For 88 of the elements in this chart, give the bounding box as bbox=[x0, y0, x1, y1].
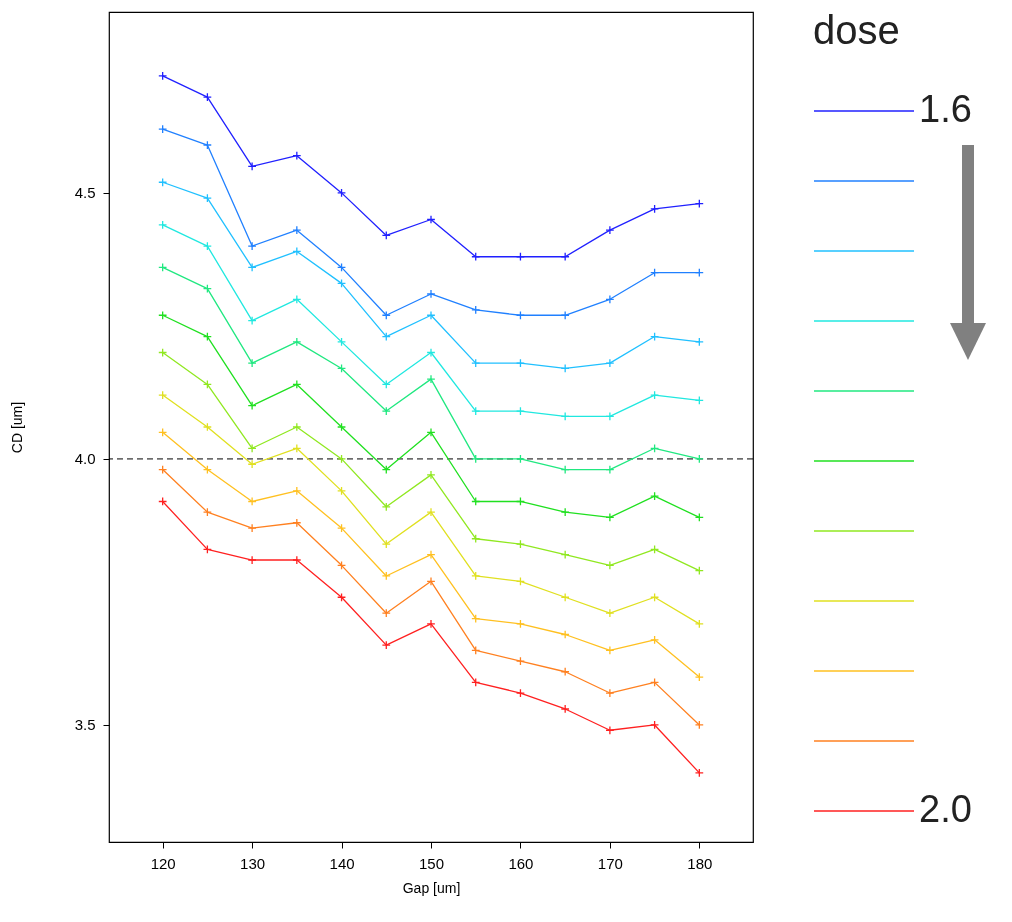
point bbox=[426, 214, 436, 225]
point bbox=[694, 720, 704, 730]
x-tick-label: 180 bbox=[687, 854, 713, 872]
point bbox=[605, 560, 615, 570]
point bbox=[426, 427, 436, 437]
y-axis-title: CD [um] bbox=[8, 401, 25, 454]
point bbox=[247, 459, 257, 469]
point bbox=[650, 204, 660, 214]
x-tick-label: 150 bbox=[418, 854, 445, 872]
point bbox=[381, 571, 391, 581]
point bbox=[292, 422, 302, 432]
point bbox=[515, 688, 525, 698]
point bbox=[202, 507, 212, 517]
point bbox=[426, 289, 436, 299]
point bbox=[694, 454, 704, 464]
point bbox=[605, 512, 615, 522]
x-axis-title: Gap [um] bbox=[402, 879, 461, 896]
point bbox=[515, 454, 525, 464]
point bbox=[426, 470, 436, 480]
point bbox=[337, 523, 347, 533]
point bbox=[158, 390, 168, 400]
point bbox=[426, 374, 436, 384]
point bbox=[381, 640, 391, 650]
legend-label: 1.6 bbox=[919, 88, 972, 130]
point bbox=[292, 225, 302, 235]
point bbox=[247, 555, 257, 565]
point bbox=[247, 316, 257, 326]
y-tick-label: 4.0 bbox=[74, 450, 96, 468]
point bbox=[515, 539, 525, 549]
point bbox=[247, 161, 257, 171]
point bbox=[605, 358, 615, 368]
x-tick-label: 120 bbox=[150, 854, 176, 872]
point bbox=[515, 619, 525, 629]
point bbox=[337, 422, 347, 432]
point bbox=[292, 555, 302, 565]
point bbox=[247, 401, 257, 411]
y-tick-label: 3.5 bbox=[74, 716, 96, 734]
point bbox=[471, 305, 481, 315]
legend-title: dose bbox=[813, 8, 900, 52]
x-tick-label: 170 bbox=[597, 854, 623, 872]
point bbox=[426, 576, 436, 586]
point bbox=[471, 406, 481, 416]
point bbox=[605, 225, 615, 235]
y-tick-label: 4.5 bbox=[74, 184, 96, 202]
point bbox=[292, 337, 302, 347]
point bbox=[605, 725, 615, 735]
point bbox=[202, 140, 212, 150]
point bbox=[471, 454, 481, 464]
point bbox=[337, 188, 347, 198]
point bbox=[158, 124, 168, 134]
point bbox=[426, 310, 436, 320]
point bbox=[247, 262, 257, 272]
point bbox=[605, 465, 615, 475]
point bbox=[247, 496, 257, 507]
point bbox=[605, 294, 615, 304]
x-tick-label: 130 bbox=[240, 854, 266, 872]
point bbox=[605, 688, 615, 698]
point bbox=[337, 454, 347, 464]
x-tick-label: 160 bbox=[508, 854, 534, 872]
point bbox=[560, 507, 570, 517]
point bbox=[650, 390, 660, 400]
point bbox=[426, 550, 436, 560]
point bbox=[247, 523, 257, 533]
point bbox=[605, 645, 615, 655]
point bbox=[381, 406, 391, 416]
point bbox=[471, 571, 481, 581]
point bbox=[426, 619, 436, 629]
point bbox=[426, 347, 436, 358]
point bbox=[202, 241, 212, 251]
point bbox=[426, 507, 436, 517]
point bbox=[650, 720, 660, 730]
point bbox=[560, 704, 570, 714]
point bbox=[605, 608, 615, 618]
legend-label: 2.0 bbox=[919, 788, 972, 830]
point bbox=[337, 337, 347, 347]
point bbox=[247, 443, 257, 453]
point bbox=[694, 619, 704, 629]
point bbox=[515, 406, 525, 416]
point bbox=[247, 241, 257, 251]
point bbox=[605, 411, 615, 421]
point bbox=[694, 337, 704, 347]
point bbox=[694, 672, 704, 682]
point bbox=[247, 358, 257, 368]
point bbox=[515, 656, 525, 666]
point bbox=[381, 539, 391, 549]
x-tick-label: 140 bbox=[329, 854, 355, 872]
point bbox=[202, 422, 212, 432]
point bbox=[202, 92, 212, 102]
